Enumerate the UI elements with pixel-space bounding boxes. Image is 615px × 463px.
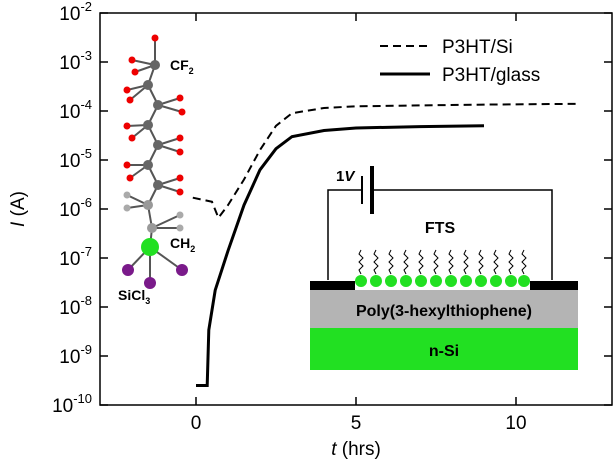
y-tick-label: 10-4	[59, 97, 92, 123]
layer1-label: Poly(3-hexylthiophene)	[356, 303, 532, 320]
sicl3-label: SiCl3	[118, 287, 150, 306]
x-tick-label: 5	[351, 413, 362, 434]
y-tick-base: 10	[59, 4, 80, 25]
series-line	[196, 124, 485, 387]
y-tick-exponent: -9	[80, 342, 92, 357]
voltage-label: 1V	[336, 168, 356, 185]
fts-label: FTS	[425, 220, 456, 237]
y-tick-label: 10-6	[59, 195, 92, 221]
y-tick-label: 10-2	[59, 0, 92, 25]
y-tick-exponent: -7	[80, 244, 92, 259]
y-tick-label: 10-7	[59, 244, 92, 270]
y-tick-label: 10-5	[59, 146, 92, 172]
y-tick-base: 10	[59, 249, 80, 270]
y-tick-label: 10-8	[59, 293, 92, 319]
device	[310, 166, 578, 370]
y-tick-base: 10	[59, 53, 80, 74]
x-tick-label: 0	[191, 413, 202, 434]
y-tick-exponent: -4	[80, 97, 92, 112]
y-tick-label: 10-3	[59, 48, 92, 74]
atoms	[122, 34, 188, 289]
legend-label: P3HT/glass	[442, 65, 540, 86]
series-line	[192, 102, 581, 220]
y-tick-exponent: -10	[73, 391, 92, 406]
y-axis-title: I (A)	[8, 191, 29, 227]
y-tick-base: 10	[52, 396, 73, 417]
y-tick-base: 10	[59, 347, 80, 368]
layer2-label: n-Si	[429, 343, 459, 360]
x-tick-label: 10	[505, 413, 526, 434]
y-tick-exponent: -2	[80, 0, 92, 14]
y-tick-base: 10	[59, 200, 80, 221]
y-tick-base: 10	[59, 298, 80, 319]
y-tick-label: 10-10	[52, 391, 92, 417]
legend-label: P3HT/Si	[442, 37, 513, 58]
y-tick-base: 10	[59, 102, 80, 123]
y-tick-exponent: -3	[80, 48, 92, 63]
y-tick-exponent: -6	[80, 195, 92, 210]
cf2-label: CF2	[170, 57, 194, 76]
y-tick-exponent: -5	[80, 146, 92, 161]
y-tick-label: 10-9	[59, 342, 92, 368]
x-axis-title: t (hrs)	[331, 439, 381, 460]
y-tick-base: 10	[59, 151, 80, 172]
y-tick-exponent: -8	[80, 293, 92, 308]
ch2-label: CH2	[170, 235, 195, 254]
